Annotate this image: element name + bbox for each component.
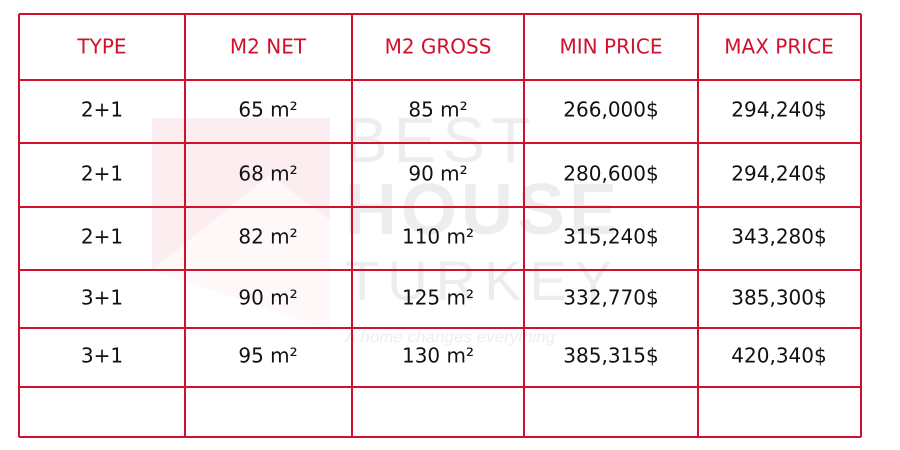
table-cell: 82 m² [238, 225, 297, 249]
table-cell: 280,600$ [563, 162, 658, 186]
table-cell: 110 m² [402, 225, 474, 249]
table-cell: 130 m² [402, 344, 474, 368]
watermark-line1: BEST [345, 104, 536, 176]
header-cell: M2 NET [230, 35, 307, 59]
table-cell: 2+1 [81, 225, 123, 249]
table-cell: 385,300$ [731, 286, 826, 310]
table-cell: 332,770$ [563, 286, 658, 310]
table-cell: 3+1 [81, 344, 123, 368]
table-cell: 3+1 [81, 286, 123, 310]
header-cell: MAX PRICE [724, 35, 833, 59]
table-cell: 343,280$ [731, 225, 826, 249]
table-cell: 90 m² [408, 162, 467, 186]
watermark-line2: HOUSE [345, 170, 621, 250]
watermark-logo-cut [152, 175, 330, 330]
table-cell: 294,240$ [731, 162, 826, 186]
watermark-line3: TURKEY [345, 249, 620, 312]
header-cell: MIN PRICE [560, 35, 663, 59]
table-cell: 315,240$ [563, 225, 658, 249]
table-cell: 420,340$ [731, 344, 826, 368]
table-cell: 68 m² [238, 162, 297, 186]
table-cell: 266,000$ [563, 98, 658, 122]
header-cell: M2 GROSS [385, 35, 492, 59]
table-cell: 95 m² [238, 344, 297, 368]
table-cell: 125 m² [402, 286, 474, 310]
table-cell: 385,315$ [563, 344, 658, 368]
table-cell: 85 m² [408, 98, 467, 122]
table-cell: 65 m² [238, 98, 297, 122]
header-cell: TYPE [76, 35, 126, 59]
table-grid [18, 13, 862, 438]
watermark: BEST HOUSE TURKEY A home changes everyth… [152, 104, 621, 346]
table-cell: 294,240$ [731, 98, 826, 122]
table-cell: 90 m² [238, 286, 297, 310]
table-cell: 2+1 [81, 162, 123, 186]
watermark-tagline: A home changes everything [344, 327, 556, 346]
table-cell: 2+1 [81, 98, 123, 122]
